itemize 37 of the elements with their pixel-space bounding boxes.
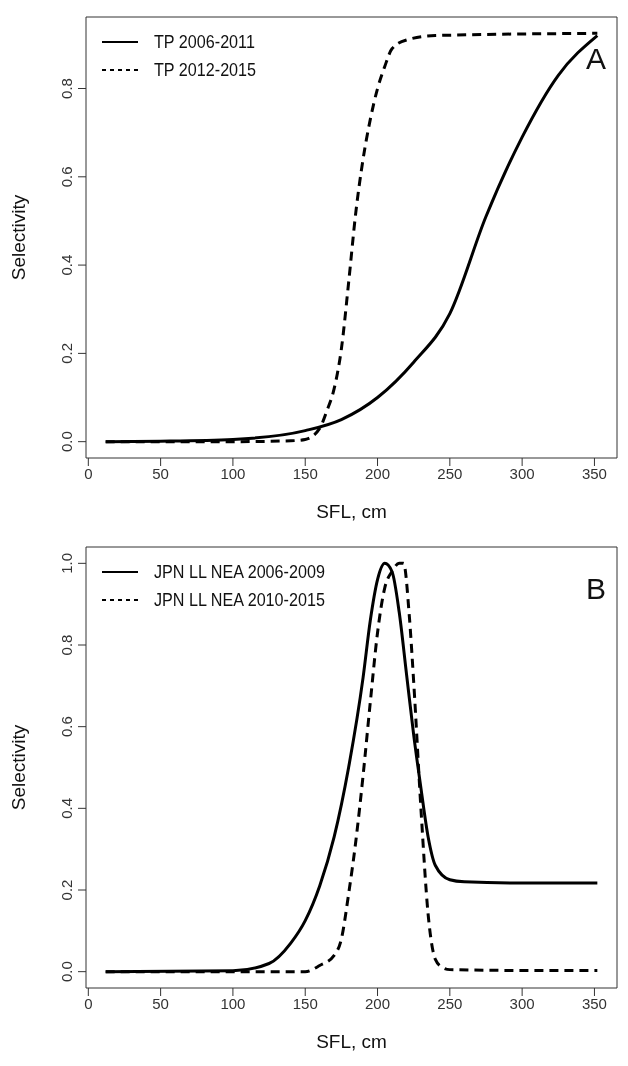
y-axis-title: Selectivity [7,194,29,281]
y-tick-label: 0.8 [58,634,75,656]
y-tick-label: 0.2 [58,342,75,364]
annotation: A [585,42,606,76]
y-tick-label: 0.6 [58,716,75,738]
y-tick-label: 0.4 [58,797,75,819]
x-tick-label: 250 [437,994,463,1012]
legend-label: TP 2006-2011 [154,31,255,53]
x-tick-label: 100 [220,994,246,1012]
x-tick-label: 50 [152,464,169,482]
y-tick-label: 0.2 [58,879,75,901]
legend-label: JPN LL NEA 2010-2015 [154,589,325,611]
x-tick-label: 250 [437,464,463,482]
x-tick-label: 350 [581,994,607,1012]
y-tick-label: 0.0 [58,431,75,453]
x-tick-label: 150 [292,994,318,1012]
x-tick-label: 350 [581,464,607,482]
x-tick-label: 50 [152,994,169,1012]
legend-label: JPN LL NEA 2006-2009 [154,561,325,583]
x-tick-label: 100 [220,464,246,482]
x-axis-title: SFL, cm [316,501,387,522]
y-tick-label: 0.0 [58,961,75,983]
x-tick-label: 300 [509,994,535,1012]
y-tick-label: 1.0 [58,552,75,574]
x-axis-title: SFL, cm [316,1031,387,1052]
y-tick-label: 0.4 [58,254,75,276]
y-axis-title: Selectivity [7,724,29,811]
y-tick-label: 0.6 [58,166,75,188]
x-tick-label: 300 [509,464,535,482]
x-tick-label: 200 [365,464,391,482]
x-tick-label: 0 [84,464,93,482]
legend-label: TP 2012-2015 [154,59,257,81]
x-tick-label: 150 [292,464,318,482]
x-tick-label: 0 [84,994,93,1012]
y-tick-label: 0.8 [58,78,75,99]
x-tick-label: 200 [365,994,391,1012]
annotation: B [585,572,606,606]
